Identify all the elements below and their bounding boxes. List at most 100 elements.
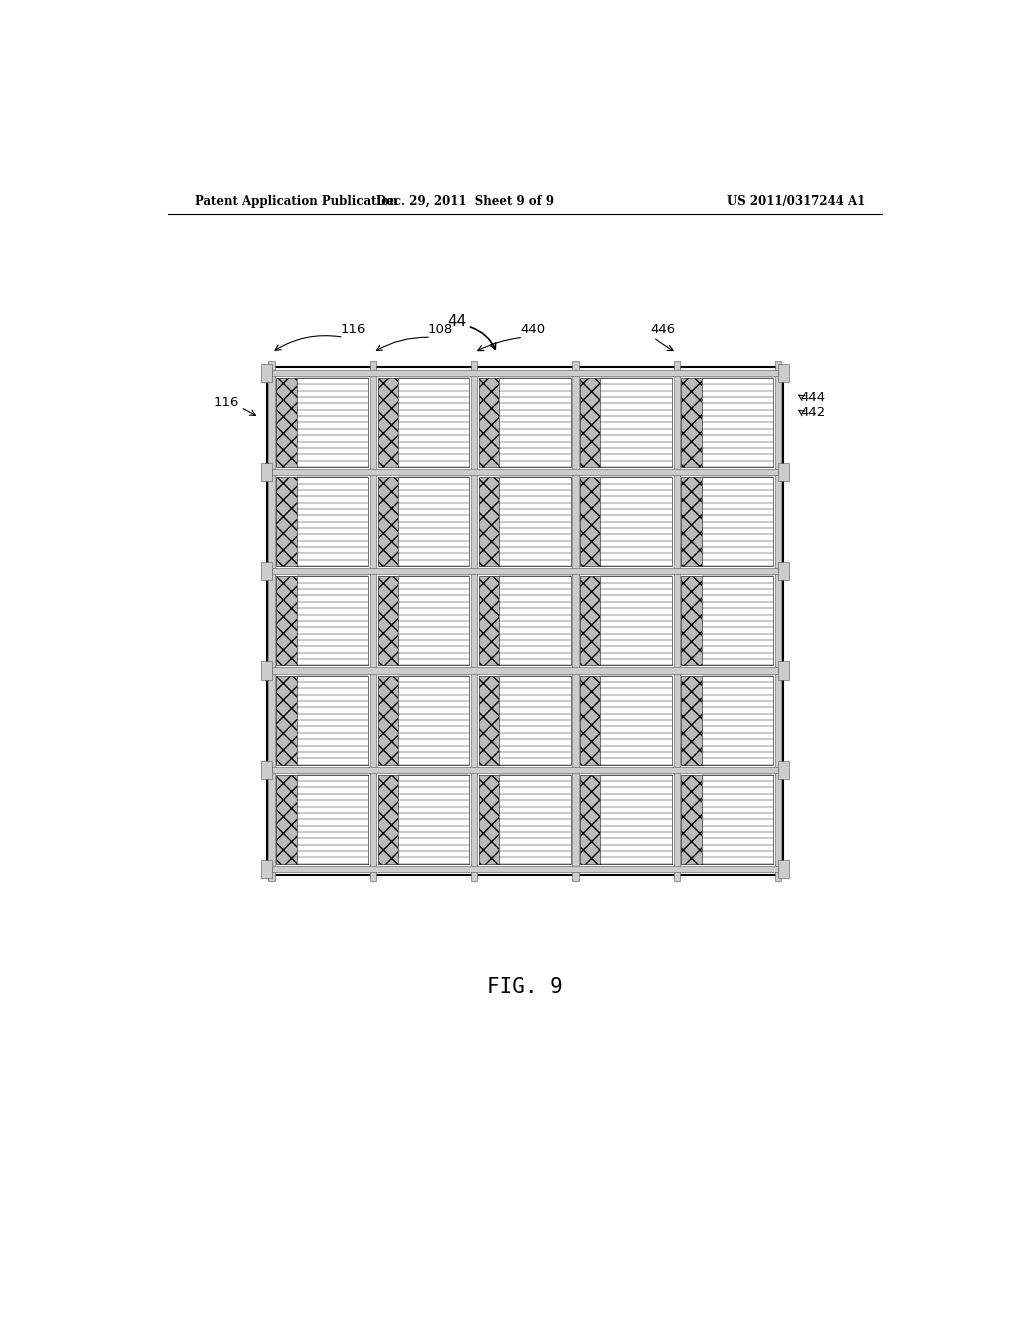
- Bar: [581, 477, 600, 566]
- Bar: [775, 372, 781, 869]
- Bar: [276, 477, 297, 566]
- Bar: [778, 859, 790, 878]
- Bar: [297, 775, 369, 863]
- Text: 116: 116: [341, 323, 366, 337]
- Bar: [271, 469, 778, 475]
- Bar: [276, 577, 297, 665]
- Bar: [701, 378, 773, 467]
- Bar: [499, 775, 570, 863]
- Bar: [681, 477, 701, 566]
- Bar: [378, 477, 398, 566]
- Bar: [775, 869, 781, 880]
- Text: Dec. 29, 2011  Sheet 9 of 9: Dec. 29, 2011 Sheet 9 of 9: [376, 194, 554, 207]
- Bar: [681, 378, 701, 467]
- Text: 116: 116: [214, 396, 240, 409]
- Bar: [271, 568, 778, 574]
- Bar: [398, 477, 469, 566]
- Bar: [297, 676, 369, 764]
- Bar: [600, 378, 672, 467]
- Bar: [600, 577, 672, 665]
- Bar: [471, 360, 477, 372]
- Bar: [674, 869, 680, 880]
- Bar: [600, 775, 672, 863]
- Bar: [581, 378, 600, 467]
- Bar: [260, 661, 271, 680]
- Bar: [268, 360, 274, 372]
- Bar: [378, 676, 398, 764]
- Bar: [297, 378, 369, 467]
- Text: 108: 108: [428, 323, 454, 337]
- Bar: [276, 378, 297, 467]
- Text: 444: 444: [800, 391, 825, 404]
- Text: US 2011/0317244 A1: US 2011/0317244 A1: [727, 194, 865, 207]
- Bar: [600, 676, 672, 764]
- Bar: [268, 869, 274, 880]
- Bar: [297, 477, 369, 566]
- Bar: [600, 378, 672, 467]
- Bar: [701, 676, 773, 764]
- Bar: [479, 577, 499, 665]
- Bar: [297, 676, 369, 764]
- Bar: [600, 577, 672, 665]
- Bar: [499, 378, 570, 467]
- Bar: [378, 577, 398, 665]
- Bar: [370, 869, 376, 880]
- Text: FIG. 9: FIG. 9: [487, 977, 562, 997]
- Bar: [378, 775, 398, 863]
- Bar: [268, 372, 274, 869]
- Bar: [499, 577, 570, 665]
- Bar: [260, 859, 271, 878]
- Bar: [581, 775, 600, 863]
- Bar: [297, 378, 369, 467]
- Bar: [778, 463, 790, 482]
- Bar: [701, 378, 773, 467]
- Bar: [370, 372, 376, 869]
- Bar: [701, 775, 773, 863]
- Bar: [499, 477, 570, 566]
- Bar: [479, 775, 499, 863]
- Bar: [681, 676, 701, 764]
- Bar: [499, 477, 570, 566]
- Bar: [267, 367, 782, 875]
- Text: 446: 446: [650, 323, 675, 337]
- Bar: [572, 869, 579, 880]
- Bar: [701, 577, 773, 665]
- Bar: [701, 577, 773, 665]
- Bar: [471, 372, 477, 869]
- Bar: [600, 477, 672, 566]
- Bar: [775, 360, 781, 372]
- Bar: [499, 676, 570, 764]
- Bar: [701, 676, 773, 764]
- Bar: [572, 360, 579, 372]
- Bar: [398, 378, 469, 467]
- Bar: [398, 775, 469, 863]
- Bar: [681, 775, 701, 863]
- Bar: [600, 775, 672, 863]
- Bar: [778, 661, 790, 680]
- Text: Patent Application Publication: Patent Application Publication: [196, 194, 398, 207]
- Bar: [398, 477, 469, 566]
- Bar: [674, 360, 680, 372]
- Bar: [297, 577, 369, 665]
- Bar: [398, 676, 469, 764]
- Bar: [581, 676, 600, 764]
- Bar: [499, 775, 570, 863]
- Bar: [297, 775, 369, 863]
- Bar: [471, 869, 477, 880]
- Bar: [271, 767, 778, 772]
- Bar: [479, 676, 499, 764]
- Bar: [271, 866, 778, 873]
- Bar: [581, 577, 600, 665]
- Text: 442: 442: [800, 407, 825, 420]
- Bar: [778, 364, 790, 381]
- Bar: [681, 577, 701, 665]
- Bar: [398, 577, 469, 665]
- Bar: [260, 562, 271, 581]
- Bar: [260, 364, 271, 381]
- Bar: [572, 372, 579, 869]
- Bar: [297, 477, 369, 566]
- Bar: [600, 676, 672, 764]
- Bar: [260, 463, 271, 482]
- Bar: [370, 360, 376, 372]
- Bar: [297, 577, 369, 665]
